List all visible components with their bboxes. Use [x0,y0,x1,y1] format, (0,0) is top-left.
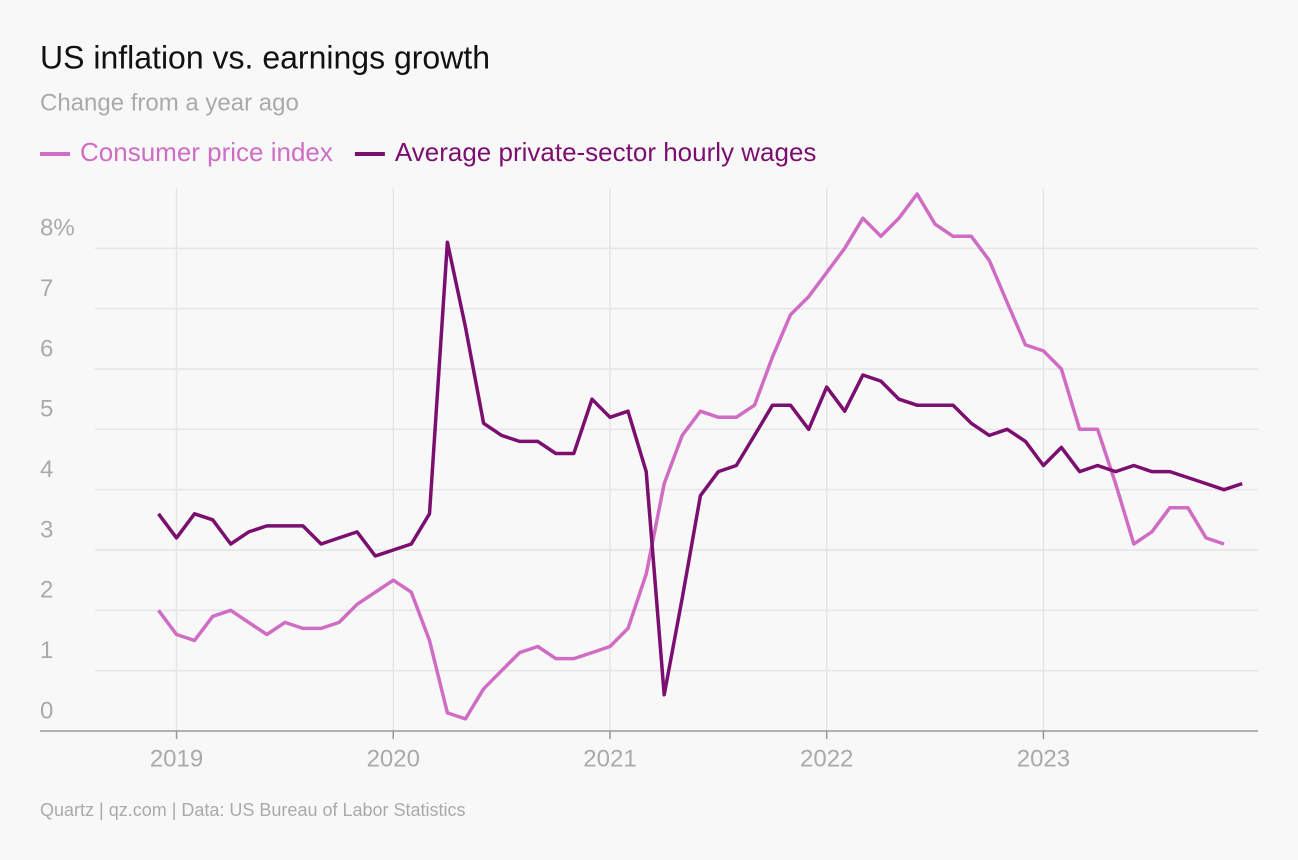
x-tick-label: 2022 [800,745,853,772]
line-series [157,240,1243,697]
y-tick-label: 0 [40,697,53,724]
source-note: Quartz | qz.com | Data: US Bureau of Lab… [40,800,466,820]
y-tick-label: 8% [40,215,75,242]
y-tick-label: 2 [40,577,53,604]
y-tick-label: 5 [40,396,53,423]
y-tick-label: 4 [40,456,53,483]
x-tick-label: 2020 [367,745,420,772]
x-tick-label: 2019 [150,745,203,772]
chart-subtitle: Change from a year ago [40,89,299,116]
legend-label: Average private-sector hourly wages [395,137,817,167]
line-series [157,192,1225,721]
y-tick-label: 7 [40,275,53,302]
legend: Consumer price index Average private-sect… [40,137,816,167]
y-tick-label: 6 [40,335,53,362]
y-tick-label: 3 [40,516,53,543]
y-tick-label: 1 [40,637,53,664]
chart-title: US inflation vs. earnings growth [40,39,490,75]
legend-label: Consumer price index [80,137,333,167]
x-tick-label: 2023 [1017,745,1070,772]
x-tick-label: 2021 [583,745,636,772]
